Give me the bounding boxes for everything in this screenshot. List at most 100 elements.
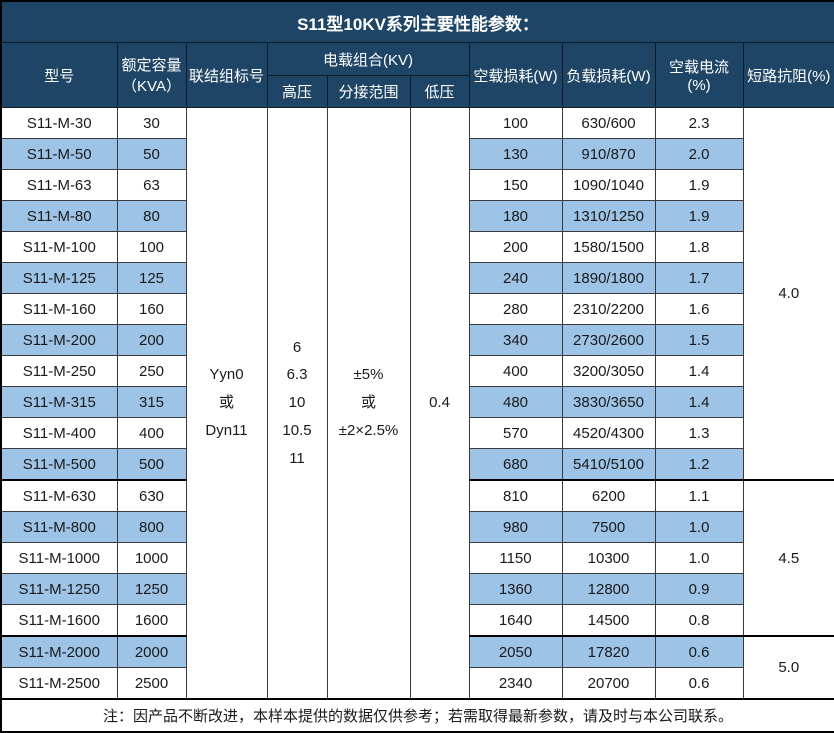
capacity-cell: 2500 <box>116 667 187 700</box>
model-cell: S11-M-315 <box>0 386 118 418</box>
hv-cell: 6 6.3 10 10.5 11 <box>266 107 328 700</box>
capacity-cell: 1000 <box>116 542 187 574</box>
table-row: S11-M-2000 2000 2050 17820 0.6 5.0 <box>0 635 834 700</box>
connection-group-cell: Yyn0 或 Dyn11 <box>185 107 268 700</box>
impedance-cell: 5.0 <box>742 635 834 700</box>
no-load-current-cell: 1.2 <box>654 448 744 481</box>
model-cell: S11-M-400 <box>0 417 118 449</box>
col-header-load-loss: 负载损耗(W) <box>561 42 656 108</box>
no-load-loss-cell: 680 <box>468 448 563 481</box>
model-cell: S11-M-250 <box>0 355 118 387</box>
no-load-loss-cell: 200 <box>468 231 563 263</box>
tap-range-cell-line: ±2×2.5% <box>338 421 399 439</box>
capacity-cell: 1250 <box>116 573 187 605</box>
model-cell: S11-M-1600 <box>0 604 118 637</box>
capacity-cell: 400 <box>116 417 187 449</box>
table-row: S11-M-630 630 810 6200 1.1 4.5 <box>0 479 834 637</box>
no-load-current-cell: 2.3 <box>654 107 744 139</box>
col-header-model: 型号 <box>0 42 118 108</box>
table-row: S11-M-63 63 150 1090/1040 1.9 <box>0 169 834 201</box>
no-load-current-cell: 1.0 <box>654 511 744 543</box>
model-cell: S11-M-800 <box>0 511 118 543</box>
capacity-cell: 315 <box>116 386 187 418</box>
load-loss-cell: 1310/1250 <box>561 200 656 232</box>
col-header-hv: 高压 <box>266 75 328 108</box>
capacity-cell: 250 <box>116 355 187 387</box>
capacity-cell: 800 <box>116 511 187 543</box>
no-load-current-cell: 1.1 <box>654 479 744 512</box>
capacity-cell: 30 <box>116 107 187 139</box>
no-load-loss-cell: 150 <box>468 169 563 201</box>
capacity-cell: 1600 <box>116 604 187 637</box>
table-row: S11-M-1600 1600 1640 14500 0.8 <box>0 604 834 637</box>
load-loss-cell: 5410/5100 <box>561 448 656 481</box>
no-load-loss-cell: 2050 <box>468 635 563 668</box>
capacity-cell: 125 <box>116 262 187 294</box>
capacity-cell: 80 <box>116 200 187 232</box>
no-load-loss-cell: 1150 <box>468 542 563 574</box>
no-load-current-cell: 1.5 <box>654 324 744 356</box>
capacity-cell: 50 <box>116 138 187 170</box>
footer-note: 注：因产品不断改进，本样本提供的数据仅供参考；若需取得最新参数，请及时与本公司联… <box>1 698 834 732</box>
table-row: S11-M-100 100 200 1580/1500 1.8 <box>0 231 834 263</box>
table-row: S11-M-30 30 Yyn0 或 Dyn11 6 6.3 10 10.5 11 ±5% 或 ±2×2… <box>0 107 834 700</box>
model-cell: S11-M-200 <box>0 324 118 356</box>
capacity-cell: 500 <box>116 448 187 481</box>
no-load-loss-cell: 130 <box>468 138 563 170</box>
no-load-loss-cell: 180 <box>468 200 563 232</box>
model-cell: S11-M-630 <box>0 479 118 512</box>
table-row: S11-M-500 500 680 5410/5100 1.2 <box>0 448 834 481</box>
load-loss-cell: 14500 <box>561 604 656 637</box>
no-load-loss-cell: 1360 <box>468 573 563 605</box>
no-load-loss-cell: 480 <box>468 386 563 418</box>
table-row: S11-M-50 50 130 910/870 2.0 <box>0 138 834 170</box>
tap-range-cell: ±5% 或 ±2×2.5% <box>326 107 411 700</box>
page-title: S11型10KV系列主要性能参数： <box>0 0 834 43</box>
model-cell: S11-M-100 <box>0 231 118 263</box>
connection-group-cell-line: Yyn0 <box>209 366 244 384</box>
load-loss-cell: 1580/1500 <box>561 231 656 263</box>
capacity-header-line2: （KVA） <box>122 78 181 95</box>
col-header-tap-range: 分接范围 <box>326 75 411 108</box>
no-load-current-cell: 1.7 <box>654 262 744 294</box>
table-row: S11-M-200 200 340 2730/2600 1.5 <box>0 324 834 356</box>
model-cell: S11-M-1000 <box>0 542 118 574</box>
impedance-cell: 4.5 <box>742 479 834 637</box>
impedance-cell: 4.0 <box>742 107 834 481</box>
table-row: S11-M-125 125 240 1890/1800 1.7 <box>0 262 834 294</box>
table-body: S11-M-30 30 Yyn0 或 Dyn11 6 6.3 10 10.5 11 ±5% 或 ±2×2… <box>0 107 834 700</box>
hv-cell-line: 11 <box>289 449 305 467</box>
header-row-top: 型号 额定容量 （KVA） 联结组标号 电载组合(KV) 空载损耗(W) 负载损… <box>0 42 834 108</box>
table-row: S11-M-1250 1250 1360 12800 0.9 <box>0 573 834 605</box>
col-header-no-load-current: 空载电流(%) <box>654 42 744 108</box>
no-load-loss-cell: 280 <box>468 293 563 325</box>
hv-cell-line: 6.3 <box>286 366 308 384</box>
hv-cell-line: 10.5 <box>282 421 312 439</box>
load-loss-cell: 4520/4300 <box>561 417 656 449</box>
table-row: S11-M-160 160 280 2310/2200 1.6 <box>0 293 834 325</box>
model-cell: S11-M-1250 <box>0 573 118 605</box>
load-loss-cell: 910/870 <box>561 138 656 170</box>
no-load-current-cell: 1.6 <box>654 293 744 325</box>
model-cell: S11-M-63 <box>0 169 118 201</box>
load-loss-cell: 17820 <box>561 635 656 668</box>
load-loss-cell: 7500 <box>561 511 656 543</box>
no-load-current-cell: 0.6 <box>654 667 744 700</box>
col-header-lv: 低压 <box>409 75 470 108</box>
connection-group-cell-line: Dyn11 <box>205 421 248 439</box>
capacity-cell: 63 <box>116 169 187 201</box>
no-load-current-cell: 0.6 <box>654 635 744 668</box>
capacity-cell: 200 <box>116 324 187 356</box>
lv-cell: 0.4 <box>409 107 470 700</box>
connection-group-cell-line: 或 <box>218 394 234 412</box>
no-load-loss-cell: 810 <box>468 479 563 512</box>
footer-note-row: 注：因产品不断改进，本样本提供的数据仅供参考；若需取得最新参数，请及时与本公司联… <box>1 698 834 732</box>
load-loss-cell: 1890/1800 <box>561 262 656 294</box>
capacity-cell: 630 <box>116 479 187 512</box>
col-header-no-load-loss: 空载损耗(W) <box>468 42 563 108</box>
capacity-cell: 2000 <box>116 635 187 668</box>
col-header-capacity: 额定容量 （KVA） <box>116 42 187 108</box>
tap-range-cell-line: ±5% <box>353 366 384 384</box>
load-loss-cell: 1090/1040 <box>561 169 656 201</box>
col-header-connection-group: 联结组标号 <box>185 42 268 108</box>
